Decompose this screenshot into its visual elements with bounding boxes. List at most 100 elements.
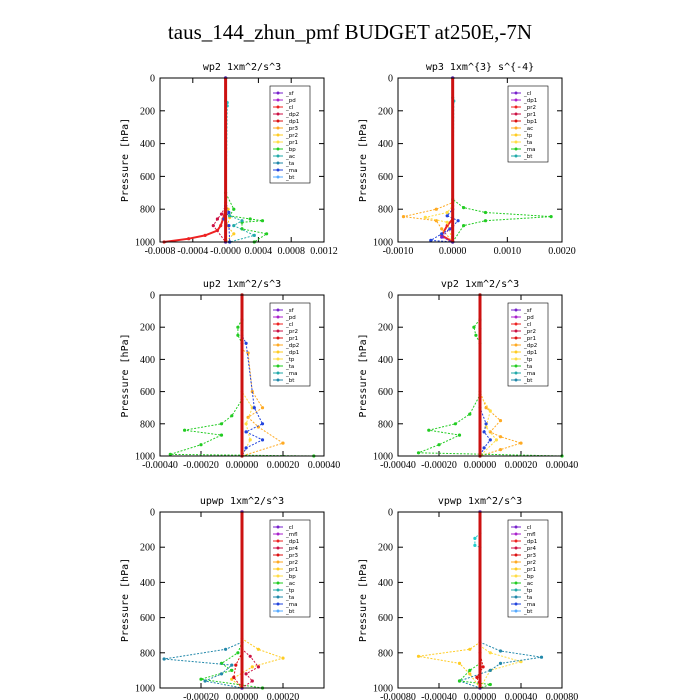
- legend-label: _ta: [285, 364, 294, 370]
- legend: _sf_pd_cl_dp2_dp1_pr3_pr2_pr1_bp_ac_ta_m…: [269, 85, 311, 184]
- legend-marker: [276, 357, 280, 361]
- legend-marker: [514, 154, 518, 158]
- y-tick-label: 800: [378, 419, 393, 430]
- legend-label: _pr3: [523, 553, 537, 559]
- data-point: [549, 215, 553, 219]
- legend-label: _dp1: [285, 119, 299, 125]
- legend-marker: [276, 539, 280, 543]
- legend: _cl_mfl_dp1_pr4_pr3_pr2_pr1_bp_ac_tp_ta_…: [269, 519, 311, 618]
- series-line-pr4: [241, 512, 260, 689]
- legend-marker: [514, 609, 518, 613]
- data-point: [256, 647, 260, 651]
- legend-label: _pd: [523, 315, 534, 321]
- series-line-cl: [163, 78, 227, 243]
- legend-marker: [514, 602, 518, 606]
- panel-4: vp2 1xm^2/s^3 Pressure [hPa] 0 200 400 600 800…: [358, 279, 578, 471]
- data-point: [252, 406, 256, 410]
- x-tick-label: -0.00040: [380, 460, 416, 471]
- legend-label: _bp1: [523, 119, 537, 125]
- legend-label: _tp: [523, 357, 533, 363]
- data-point: [427, 428, 431, 432]
- plot-frame: [397, 77, 563, 243]
- legend-label: _cl: [285, 322, 294, 328]
- data-point: [230, 414, 234, 418]
- legend-marker: [514, 567, 518, 571]
- data-point: [488, 409, 492, 413]
- data-point: [227, 224, 231, 228]
- data-point: [483, 210, 488, 215]
- panel-title: wp3 1xm^{3} s^{-4}: [426, 62, 534, 73]
- y-tick-label: 1000: [373, 238, 393, 249]
- legend-marker: [276, 567, 280, 571]
- data-point: [440, 232, 444, 236]
- y-tick-label: 0: [388, 291, 393, 302]
- y-tick-label: 1000: [373, 452, 393, 463]
- legend-marker: [514, 546, 518, 550]
- y-tick-label: 0: [388, 74, 393, 85]
- data-point: [203, 679, 207, 683]
- data-point: [211, 224, 215, 228]
- legend-marker: [514, 126, 518, 130]
- legend-label: _pr2: [523, 560, 536, 566]
- legend-label: _ma: [285, 168, 297, 174]
- legend-marker: [276, 364, 280, 368]
- data-point: [474, 333, 478, 337]
- legend-marker: [276, 105, 280, 109]
- x-tick-label: -0.0010: [383, 246, 414, 257]
- data-point: [488, 438, 492, 442]
- x-tick-label: -0.0000: [210, 246, 241, 257]
- legend-marker: [276, 553, 280, 557]
- legend-label: _dp2: [523, 343, 537, 349]
- legend-marker: [276, 525, 280, 529]
- data-point: [423, 215, 427, 219]
- legend-marker: [276, 98, 280, 102]
- data-point: [187, 237, 191, 241]
- legend-marker: [514, 322, 518, 326]
- legend-marker: [514, 133, 518, 137]
- data-point: [484, 406, 488, 410]
- legend-marker: [276, 161, 280, 165]
- y-tick-label: 600: [140, 172, 155, 183]
- data-point: [468, 668, 472, 673]
- legend-label: _ta: [285, 595, 294, 601]
- legend-label: _pd: [285, 98, 296, 104]
- legend-marker: [276, 336, 280, 340]
- data-point: [228, 214, 232, 218]
- x-tick-label: 0.00080: [546, 692, 579, 700]
- legend-marker: [514, 91, 518, 95]
- legend-marker: [514, 371, 518, 375]
- legend-label: _ma: [523, 371, 535, 377]
- data-point: [244, 672, 248, 676]
- legend-marker: [276, 546, 280, 550]
- x-tick-label: -0.00080: [380, 692, 416, 700]
- series-line-pr2: [418, 512, 481, 689]
- legend-label: _dp1: [285, 350, 299, 356]
- legend-marker: [276, 329, 280, 333]
- legend-label: _dp1: [285, 539, 299, 545]
- legend-label: _pr1: [523, 567, 536, 573]
- series-line-bp: [200, 512, 263, 689]
- legend: _sf_pd_cl_pr2_pr1_dp2_dp1_tp_ta_ma_bt: [507, 302, 549, 387]
- data-point: [445, 210, 449, 215]
- data-point: [539, 655, 544, 659]
- x-tick-label: 0.00020: [505, 460, 538, 471]
- y-tick-label: 400: [378, 578, 393, 589]
- y-tick-label: 600: [140, 387, 155, 398]
- legend-label: _pr2: [523, 329, 536, 335]
- x-tick-label: 0.0020: [548, 246, 576, 257]
- x-tick-label: 0.0008: [277, 246, 305, 257]
- data-point: [199, 677, 203, 681]
- data-point: [488, 668, 492, 673]
- legend-marker: [514, 532, 518, 536]
- legend-label: _cl: [523, 91, 532, 97]
- data-point: [416, 654, 421, 658]
- legend-marker: [514, 525, 518, 529]
- y-tick-label: 0: [150, 508, 155, 519]
- data-point: [488, 682, 492, 687]
- legend-label: _bt: [285, 175, 295, 181]
- legend-marker: [514, 315, 518, 319]
- legend: _cl_mfl_dp1_pr4_pr3_pr2_pr1_bp_ac_tp_ta_…: [507, 519, 549, 618]
- legend-label: _bt: [285, 378, 295, 384]
- y-tick-label: 1000: [135, 238, 155, 249]
- x-tick-label: 0.0010: [494, 246, 522, 257]
